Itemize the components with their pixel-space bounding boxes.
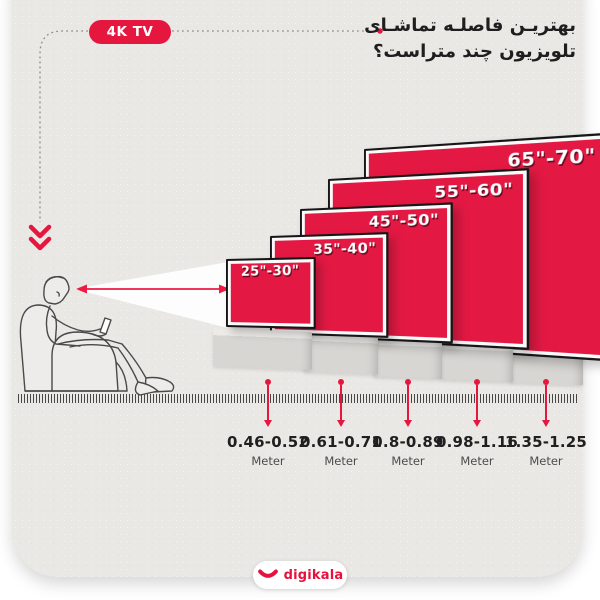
brand-name: digikala (284, 568, 344, 583)
title-line-1: بهتریـن فاصلـه تماشـای (364, 13, 576, 39)
page-title: بهتریـن فاصلـه تماشـای تلویزیون چند مترا… (364, 13, 576, 65)
tv-size-label: 45"-50" (302, 205, 451, 233)
viewing-cone (74, 262, 228, 328)
tv-25-30: 25"-30" (226, 257, 316, 329)
dotted-guide-left (40, 31, 88, 222)
tv-stand-35-40 (303, 334, 378, 375)
tv-stand-25-30 (213, 328, 312, 370)
badge-4k-tv: 4K TV (89, 20, 171, 44)
person-arm (52, 316, 100, 331)
floor-hatch-line (18, 394, 578, 403)
person-shin-back (118, 348, 138, 382)
distance-unit: Meter (496, 454, 596, 468)
smile-arc-icon (257, 568, 279, 582)
distance-label: 1.35-1.25 Meter (496, 433, 596, 468)
couch-armrest (52, 332, 118, 391)
tv-size-label: 35"-40" (272, 234, 386, 259)
couch-back (20, 305, 56, 391)
down-arrow-icon (472, 379, 482, 427)
distance-value: 1.35-1.25 (496, 433, 596, 451)
digikala-logo[interactable]: digikala (253, 561, 347, 589)
down-arrow-icon (403, 379, 413, 427)
double-down-chevron-icon (31, 227, 49, 248)
down-arrow-icon (336, 379, 346, 427)
badge-label: 4K TV (107, 24, 154, 40)
down-arrow-icon (541, 379, 551, 427)
tv-stand-45-50 (373, 338, 442, 380)
remote-control (100, 318, 111, 334)
title-line-2: تلویزیون چند متراست؟ (364, 39, 576, 65)
tv-size-label: 25"-30" (228, 259, 314, 280)
down-arrow-icon (263, 379, 273, 427)
